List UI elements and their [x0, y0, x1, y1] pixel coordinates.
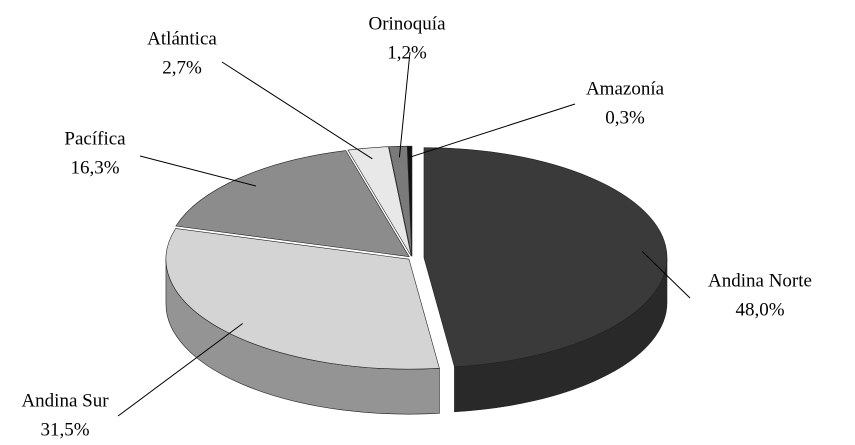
slice — [347, 146, 412, 257]
slice-value-label: 1,2% — [387, 42, 427, 63]
slice-value-label: 48,0% — [735, 299, 784, 320]
slice-label: Atlántica — [147, 28, 217, 49]
leader-line — [139, 155, 257, 187]
leader-line — [398, 51, 411, 158]
leader-line — [641, 251, 691, 299]
slice-label: Pacífica — [64, 128, 126, 149]
leader-line — [117, 323, 243, 417]
slice-label: Amazonía — [586, 78, 665, 99]
leader-line — [409, 103, 576, 158]
slice — [407, 145, 413, 257]
slice-value-label: 16,3% — [70, 157, 119, 178]
slice — [175, 150, 410, 258]
slice-label: Orinoquía — [368, 13, 446, 34]
slice — [165, 228, 440, 370]
slice-label: Andina Norte — [708, 270, 812, 291]
slice — [423, 147, 668, 368]
slice-value-label: 31,5% — [40, 419, 89, 440]
slice-value-label: 2,7% — [162, 57, 202, 78]
slice-label: Andina Sur — [21, 390, 109, 411]
slice-value-label: 0,3% — [605, 107, 645, 128]
leader-line — [221, 61, 373, 160]
